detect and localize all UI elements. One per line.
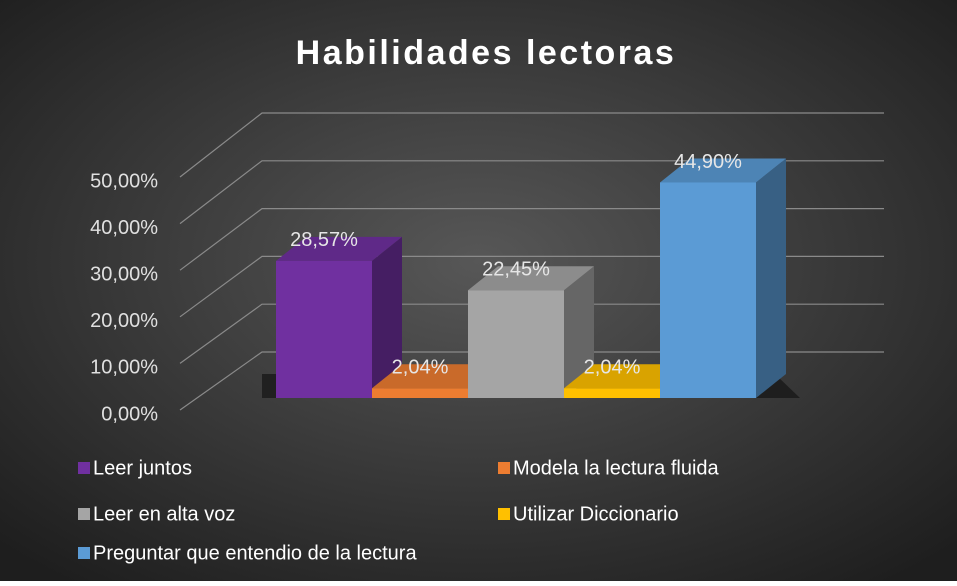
bar-top xyxy=(468,266,594,291)
legend-swatch xyxy=(78,508,90,520)
legend-label: Leer juntos xyxy=(93,457,192,479)
legend-swatch xyxy=(78,462,90,474)
legend-label: Modela la lectura fluida xyxy=(513,457,720,479)
y-tick-label: 40,00% xyxy=(90,217,158,239)
y-tick-label: 10,00% xyxy=(90,357,158,379)
legend-label: Utilizar Diccionario xyxy=(513,503,679,525)
legend-label: Preguntar que entendio de la lectura xyxy=(93,542,417,564)
y-tick-label: 30,00% xyxy=(90,263,158,285)
legend-swatch xyxy=(78,547,90,559)
bar-top xyxy=(276,236,402,261)
data-label: 2,04% xyxy=(392,356,449,378)
bar xyxy=(564,388,660,398)
bar xyxy=(372,388,468,398)
bar xyxy=(276,260,372,398)
y-tick-label: 50,00% xyxy=(90,170,158,192)
data-label: 2,04% xyxy=(584,356,641,378)
bar-top xyxy=(372,364,498,389)
bar-side xyxy=(564,266,594,398)
bar-side xyxy=(756,158,786,398)
chart-title: Habilidades lectoras xyxy=(296,34,677,72)
bar-top xyxy=(660,158,786,183)
bar xyxy=(660,182,756,398)
legend-swatch xyxy=(498,462,510,474)
bar-side xyxy=(372,236,402,398)
legend-label: Leer en alta voz xyxy=(93,503,235,525)
data-label: 44,90% xyxy=(674,151,742,173)
grid-line xyxy=(179,112,884,178)
bar-top xyxy=(564,364,690,389)
y-tick-label: 0,00% xyxy=(101,403,158,425)
legend-swatch xyxy=(498,508,510,520)
grid-line xyxy=(179,160,884,225)
data-label: 28,57% xyxy=(290,229,358,251)
bar xyxy=(468,290,564,398)
data-label: 22,45% xyxy=(482,259,550,281)
y-tick-label: 20,00% xyxy=(90,310,158,332)
